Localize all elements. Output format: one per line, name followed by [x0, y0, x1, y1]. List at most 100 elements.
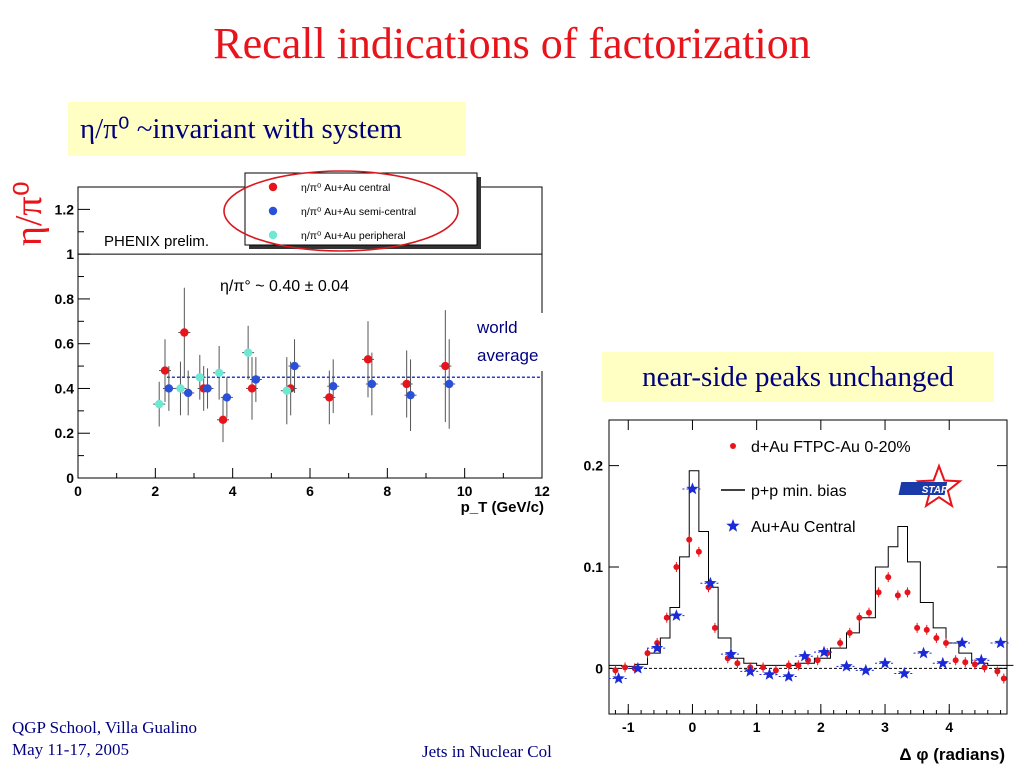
data-point [184, 388, 193, 398]
dau-data-point [612, 667, 619, 674]
y-tick-label: 1.2 [55, 201, 75, 217]
invariance-note-box: η/π⁰ ~invariant with system [68, 102, 466, 156]
star-logo-text: STAR [922, 485, 949, 496]
near-side-note-box: near-side peaks unchanged [602, 352, 994, 402]
world-average-label: world [476, 318, 518, 337]
dau-data-point [894, 592, 901, 599]
dau-data-point [686, 536, 693, 543]
y-tick-label: 0.8 [55, 291, 75, 307]
data-point [218, 415, 228, 424]
y-tick-label: 0.2 [55, 425, 75, 441]
auau-data-point [798, 649, 811, 662]
auau-data-point [994, 636, 1007, 649]
dau-data-point [837, 640, 844, 647]
data-point [282, 386, 291, 395]
footer-talk-title: Jets in Nuclear Col [422, 742, 552, 761]
fit-result-label: η/π° ~ 0.40 ± 0.04 [220, 278, 349, 295]
y-tick-label: 0 [66, 470, 74, 486]
legend-label: η/π⁰ Au+Au central [301, 182, 390, 194]
y-tick-label: 0.2 [584, 458, 604, 474]
dau-data-point [734, 660, 741, 667]
auau-data-point [955, 636, 969, 649]
data-point [176, 384, 185, 393]
data-point [325, 393, 334, 402]
legend-label: η/π⁰ Au+Au semi-central [301, 206, 416, 218]
dau-data-point [846, 629, 853, 636]
legend-label: η/π⁰ Au+Au peripheral [301, 230, 406, 242]
data-point [155, 399, 164, 409]
dau-data-point [865, 609, 872, 616]
data-point [160, 366, 170, 375]
dau-data-point [994, 668, 1001, 675]
dau-data-point [923, 626, 930, 633]
x-axis-label: p_T (GeV/c) [461, 499, 544, 516]
x-tick-label: 1 [753, 719, 761, 735]
data-point [445, 379, 454, 389]
auau-data-point [704, 576, 717, 589]
data-point [222, 393, 232, 402]
world-average-label: average [477, 346, 538, 365]
footer-date: May 11-17, 2005 [12, 740, 129, 759]
x-tick-label: -1 [622, 719, 635, 735]
data-point [402, 379, 411, 389]
dau-data-point [785, 662, 792, 669]
data-point [247, 384, 257, 393]
phenix-prelim-label: PHENIX prelim. [104, 233, 209, 250]
x-tick-label: 0 [74, 483, 82, 499]
dau-data-point [795, 662, 802, 669]
x-tick-label: 4 [945, 719, 953, 735]
auau-data-point [744, 664, 757, 677]
auau-data-point [975, 653, 988, 666]
slide-title: Recall indications of factorization [213, 19, 811, 68]
dau-data-point [933, 634, 940, 641]
auau-data-point [936, 656, 949, 669]
x-tick-label: 2 [817, 719, 825, 735]
data-point [441, 361, 450, 371]
legend-label: Au+Au Central [751, 519, 856, 536]
dau-data-point [663, 614, 670, 621]
dau-data-point [711, 624, 718, 631]
delta-phi-correlation-chart: -1 0 1 2 3 4 0 0.1 0.2 Δ φ (radians) d+Au FTPC-Au … [584, 419, 1014, 764]
dau-data-point [943, 640, 950, 647]
auau-data-point [878, 656, 892, 669]
dau-data-point [1000, 675, 1007, 682]
auau-data-point [898, 666, 911, 679]
y-tick-label: 0.4 [55, 380, 75, 396]
legend-marker [730, 443, 736, 449]
dau-data-point [904, 589, 911, 596]
plot-frame [608, 419, 1008, 715]
dau-data-point [673, 564, 680, 570]
dau-data-point [760, 664, 767, 671]
auau-data-point [612, 672, 625, 684]
footer-venue: QGP School, Villa Gualino [12, 718, 198, 737]
y-tick-label: 0.6 [55, 336, 75, 352]
highlight-ellipse [223, 170, 459, 252]
dau-data-point [644, 650, 651, 657]
x-tick-label: 8 [383, 483, 391, 499]
data-point [290, 361, 299, 371]
data-point [251, 375, 261, 384]
dau-data-point [962, 659, 969, 666]
auau-data-point [763, 668, 776, 680]
data-point [363, 355, 373, 364]
data-point [367, 379, 377, 389]
eta-pi0-ratio-chart: 0 2 4 6 8 10 12 0 0.2 0.4 0.6 0.8 1 1.2 p_T (GeV/c) PHE… [55, 170, 550, 516]
legend-marker [268, 230, 278, 240]
auau-data-point [670, 609, 683, 621]
data-point [243, 348, 253, 357]
data-point [329, 382, 338, 391]
auau-data-point [724, 647, 738, 660]
auau-data-point [651, 641, 664, 654]
auau-data-point [631, 661, 645, 674]
y-tick-label: 0 [595, 660, 603, 676]
data-point [203, 384, 212, 393]
dau-data-point [971, 661, 978, 668]
dau-data-point [856, 614, 863, 621]
auau-data-point [686, 482, 699, 495]
dau-data-point [952, 657, 959, 664]
legend-marker [268, 182, 278, 192]
data-point [164, 384, 174, 393]
x-axis-label: Δ φ (radians) [899, 745, 1005, 764]
x-tick-label: 0 [689, 719, 697, 735]
data-point [180, 328, 189, 337]
